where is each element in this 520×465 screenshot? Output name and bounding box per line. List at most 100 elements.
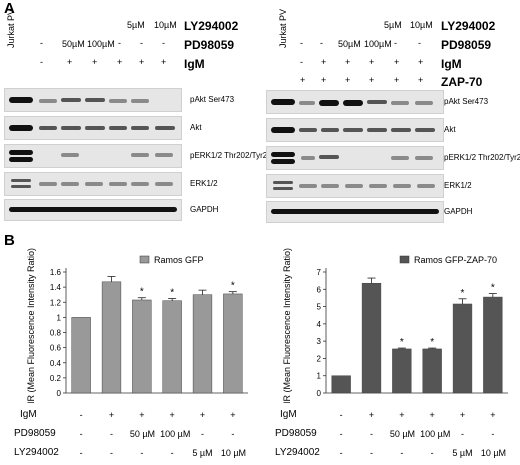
y-tick-label: 0.6 [50,344,62,353]
trt-dash: - [418,38,421,48]
blot-label: GAPDH [444,207,473,216]
blot-band [273,187,293,190]
blot-band [319,155,339,159]
treatment-cell: - [370,429,373,439]
panel-b-letter: B [4,232,15,249]
blot-label: ERK1/2 [444,181,472,190]
blot-strip [4,172,182,196]
blot-band [301,156,315,160]
blot-band [11,179,31,182]
treatment-cell: + [169,410,175,420]
significance-star: * [140,287,144,298]
trt-cell: + [92,57,98,67]
treatment-cell: - [339,410,343,420]
trt-dash: - [300,38,303,48]
treatment-cell: + [399,410,405,420]
treatment-cell: - [231,429,235,439]
treatment-cell: - [491,429,495,439]
blot-strip [4,116,182,140]
blot-band [85,98,105,102]
blot-band [155,182,173,186]
y-tick-label: 0.8 [50,329,62,338]
blot-band [415,156,433,160]
treatment-cell: - [79,429,83,439]
bar [162,300,182,394]
blot-band [109,126,127,130]
blot-band [61,126,81,130]
treatment-cell: - [339,448,343,458]
blot-band [367,128,387,132]
blot-label: ERK1/2 [190,179,218,188]
blot-band [271,159,295,164]
treatment-cell: 10 µM [220,448,247,458]
trt-label-pd98059: PD98059 [441,38,492,52]
blot-band [85,126,105,130]
blot-band [61,153,79,157]
bar [101,281,122,394]
blot-label: Akt [444,125,456,134]
significance-star: * [491,283,495,294]
treatment-cell: 5 µM [192,448,213,458]
blot-band [271,209,439,214]
bar [331,375,351,394]
blot-strip [4,199,182,221]
blot-band [39,126,57,130]
panel-a-letter: A [4,0,15,17]
blot-band [391,156,409,160]
y-tick-label: 0 [57,389,62,398]
blot-label: GAPDH [190,205,219,214]
treatment-cell: - [170,448,174,458]
blot-band [345,184,363,188]
trt-cell: 50µM [338,39,361,49]
trt-cell: - [300,57,303,67]
blot-band [271,99,295,105]
blot-band [85,182,103,186]
bar [71,317,91,394]
blot-band [61,98,81,102]
trt-dash: - [320,38,323,48]
y-tick-label: 0.2 [50,374,62,383]
blot-band [321,184,339,188]
trt-cell: 100µM [364,39,392,49]
significance-star: * [231,281,235,292]
y-axis-label: MFIR (Mean Fluorescence Intensity Ratio) [26,248,36,403]
treatment-cell: - [110,448,113,458]
trt-label-igm: IgM [441,57,462,71]
treatment-cell: - [370,448,373,458]
trt-cell: + [369,75,375,85]
legend-swatch [399,255,410,264]
treatment-cell: - [110,429,113,439]
blot-band [367,100,387,104]
row-label-igm: IgM [20,409,37,420]
blot-label: pERK1/2 Thr202/Tyr204 [444,153,520,162]
trt-cell: + [300,75,306,85]
blot-band [109,99,127,103]
treatment-cell: 50 µM [389,429,416,439]
jurkat-label: Jurkat PV [6,8,16,48]
treatment-cell: + [139,410,145,420]
blot-strip [4,144,182,168]
blot-label: pERK1/2 Thr202/Tyr204 [190,151,277,160]
blot-band [343,100,363,106]
blot-band [369,184,387,188]
significance-star: * [461,288,465,299]
trt-cell: 5µM [384,20,402,30]
blot-band [39,182,57,186]
trt-cell: + [117,57,123,67]
legend-label: Ramos GFP [154,255,204,265]
trt-cell: 100µM [87,39,115,49]
blot-band [155,126,175,130]
bar [483,296,503,394]
blot-strip [266,90,444,114]
trt-label-zap70: ZAP-70 [441,75,483,89]
treatment-cell: 100 µM [420,429,451,439]
treatment-cell: - [79,410,83,420]
trt-cell: 10µM [410,20,433,30]
trt-label-ly294002: LY294002 [441,19,496,33]
blot-band [391,128,411,132]
y-tick-label: 7 [317,268,322,277]
blot-label: pAkt Ser473 [190,95,235,104]
blot-band [9,97,33,103]
trt-dash: - [162,38,165,48]
blot-strip [266,201,444,223]
